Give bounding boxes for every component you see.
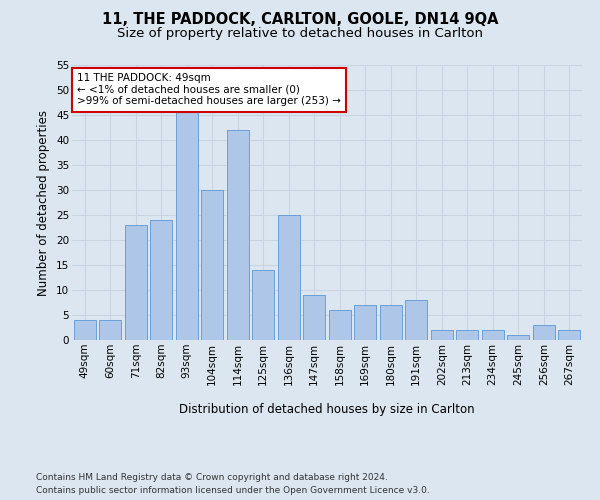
- Bar: [74, 320, 95, 340]
- Bar: [533, 325, 554, 340]
- Bar: [253, 270, 274, 340]
- Bar: [125, 225, 146, 340]
- Bar: [100, 320, 121, 340]
- Bar: [227, 130, 248, 340]
- Bar: [457, 330, 478, 340]
- Bar: [202, 190, 223, 340]
- Bar: [508, 335, 529, 340]
- Bar: [482, 330, 503, 340]
- Text: 11, THE PADDOCK, CARLTON, GOOLE, DN14 9QA: 11, THE PADDOCK, CARLTON, GOOLE, DN14 9Q…: [102, 12, 498, 28]
- Bar: [380, 305, 401, 340]
- Bar: [431, 330, 452, 340]
- Bar: [278, 215, 299, 340]
- Bar: [176, 110, 197, 340]
- Text: 11 THE PADDOCK: 49sqm
← <1% of detached houses are smaller (0)
>99% of semi-deta: 11 THE PADDOCK: 49sqm ← <1% of detached …: [77, 73, 341, 106]
- Bar: [304, 295, 325, 340]
- Text: Size of property relative to detached houses in Carlton: Size of property relative to detached ho…: [117, 28, 483, 40]
- Bar: [355, 305, 376, 340]
- Text: Distribution of detached houses by size in Carlton: Distribution of detached houses by size …: [179, 402, 475, 415]
- Bar: [151, 220, 172, 340]
- Text: Contains HM Land Registry data © Crown copyright and database right 2024.
Contai: Contains HM Land Registry data © Crown c…: [36, 474, 430, 495]
- Bar: [559, 330, 580, 340]
- Bar: [406, 300, 427, 340]
- Bar: [329, 310, 350, 340]
- Y-axis label: Number of detached properties: Number of detached properties: [37, 110, 50, 296]
